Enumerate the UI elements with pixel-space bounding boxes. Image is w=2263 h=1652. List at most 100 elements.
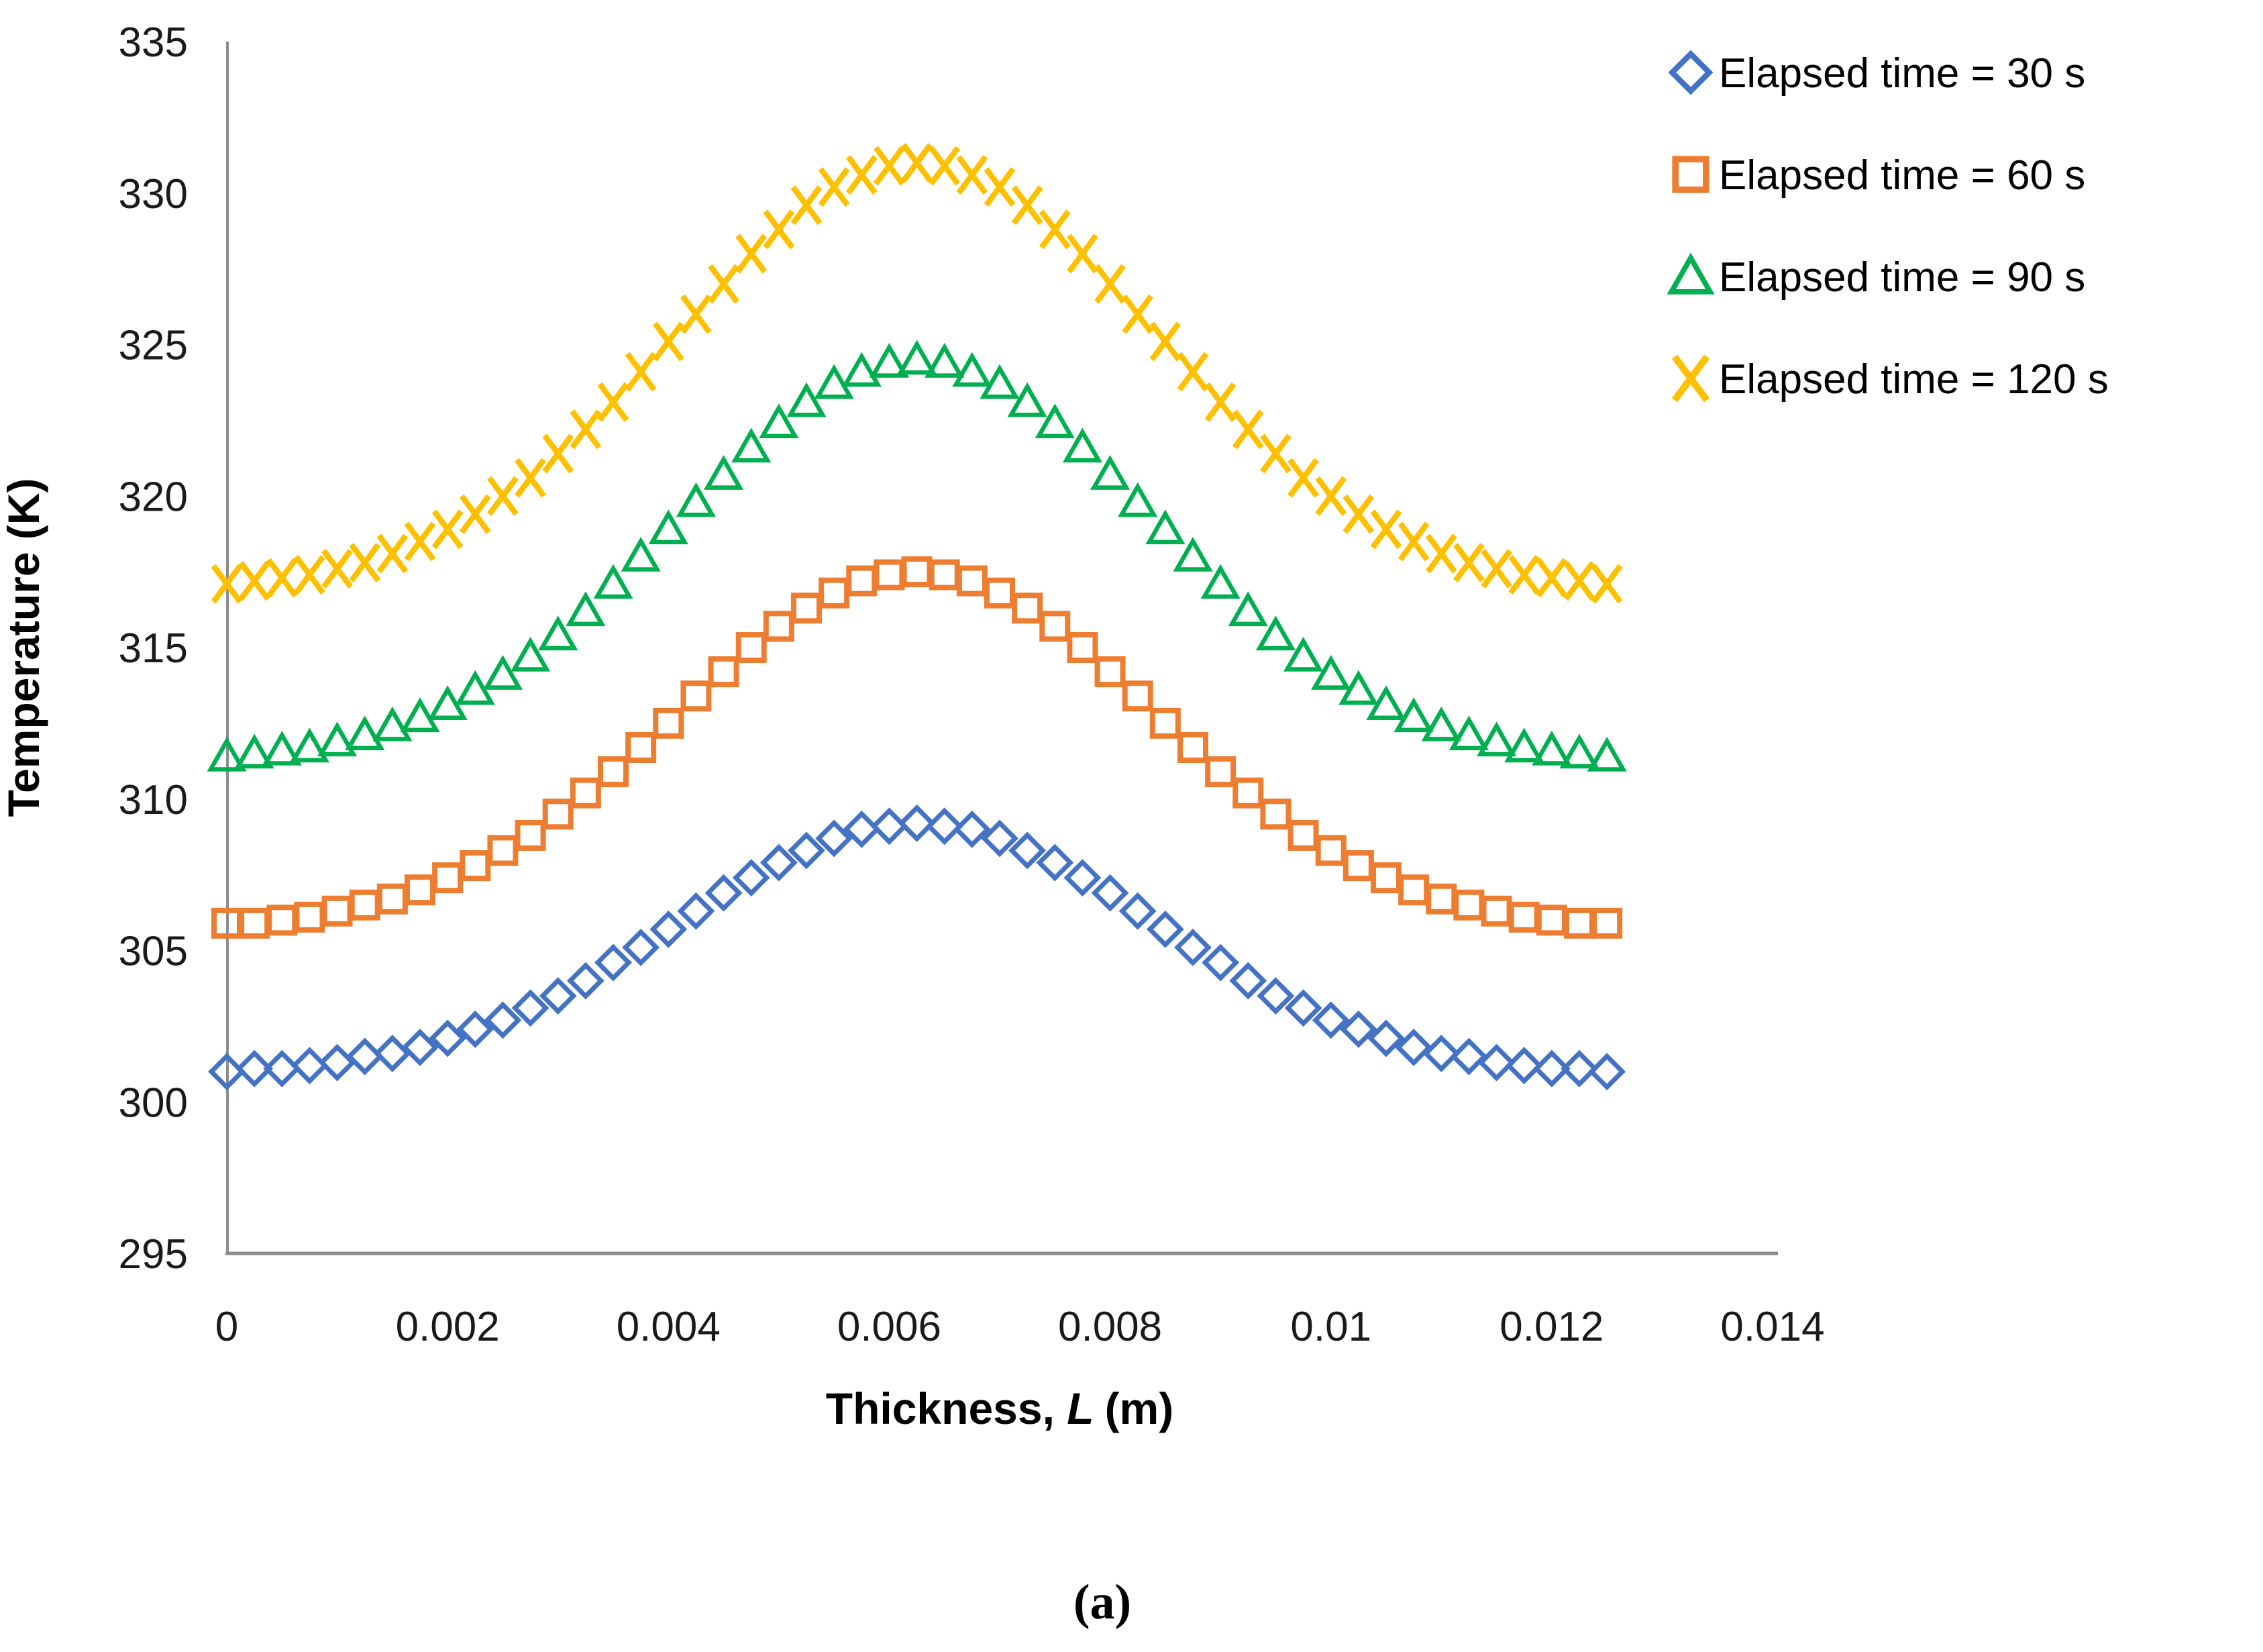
triangle-marker [538, 615, 578, 651]
square-marker [1122, 680, 1153, 712]
diamond-marker [677, 892, 715, 930]
x-marker [818, 167, 850, 207]
x-marker [1094, 264, 1126, 304]
diamond-marker [815, 819, 853, 858]
x-axis-title: Thickness, L (m) [826, 1384, 1173, 1433]
square-marker [1564, 907, 1595, 939]
square-marker [874, 559, 905, 590]
x-marker [431, 509, 464, 550]
triangle-marker [731, 427, 772, 463]
legend-label-120s: Elapsed time = 120 s [1719, 356, 2109, 403]
y-tick-label: 305 [119, 929, 188, 975]
x-marker [1177, 352, 1209, 392]
square-marker [432, 862, 464, 894]
diamond-marker [732, 859, 770, 897]
square-marker [294, 901, 325, 933]
diamond-marker [318, 1043, 356, 1082]
diamond-marker [981, 819, 1018, 858]
x-marker [763, 209, 795, 250]
x-marker [956, 155, 988, 195]
square-marker [1371, 862, 1402, 894]
y-tick-label: 325 [119, 323, 188, 369]
square-marker [349, 889, 380, 921]
square-marker [321, 895, 353, 927]
square-marker [625, 731, 657, 763]
square-marker [653, 707, 684, 739]
square-marker [763, 611, 794, 642]
square-marker [598, 756, 629, 788]
square-marker [1508, 901, 1540, 933]
y-tick-label: 330 [119, 171, 188, 217]
diamond-marker [622, 929, 660, 966]
triangle-marker [814, 364, 854, 399]
triangle-marker [869, 343, 910, 378]
x-tick-label: 0.004 [617, 1304, 721, 1350]
triangle-marker [952, 352, 992, 387]
x-marker [1315, 476, 1347, 516]
square-marker [1453, 889, 1485, 921]
x-marker [874, 146, 905, 186]
square-marker [1260, 798, 1292, 830]
series-triangle [207, 340, 1627, 772]
square-marker [1343, 850, 1374, 882]
triangle-marker [648, 509, 688, 545]
x-marker [294, 555, 325, 595]
diamond-marker [1008, 831, 1047, 870]
x-marker [680, 294, 712, 334]
y-tick-label: 335 [119, 19, 188, 66]
square-marker [929, 559, 960, 590]
x-marker [1343, 494, 1375, 534]
square-marker [1672, 156, 1709, 193]
triangle-marker [1255, 615, 1296, 651]
x-marker [845, 155, 878, 195]
diamond-marker [1450, 1037, 1488, 1076]
diamond-marker [594, 943, 632, 982]
triangle-marker [1421, 706, 1461, 741]
legend-label-60s: Elapsed time = 60 s [1719, 152, 2085, 199]
diamond-marker [1505, 1047, 1543, 1085]
triangle-marker [262, 730, 302, 766]
x-marker [321, 549, 353, 589]
x-marker [1398, 521, 1430, 562]
x-marker [487, 476, 519, 516]
square-marker [956, 565, 988, 597]
square-marker [376, 883, 408, 915]
x-marker [570, 409, 602, 450]
x-marker [349, 543, 381, 583]
y-tick-label: 310 [119, 777, 188, 823]
triangle-marker [1667, 252, 1715, 295]
x-marker [376, 533, 409, 574]
triangle-marker [621, 536, 661, 572]
x-marker [652, 321, 684, 362]
caption: (a) [1073, 1575, 1131, 1630]
square-marker [1536, 905, 1567, 936]
diamond-marker [1339, 1010, 1377, 1048]
square-marker [1398, 874, 1430, 906]
x-axis-title-prefix: Thickness, [826, 1384, 1067, 1433]
x-marker [1122, 294, 1154, 334]
square-marker [735, 632, 767, 663]
diamond-marker [235, 1049, 274, 1088]
triangle-marker [1338, 670, 1379, 705]
diamond-marker [1532, 1049, 1571, 1088]
x-marker [597, 382, 629, 422]
x-tick-label: 0.014 [1720, 1304, 1824, 1350]
triangle-marker [1449, 715, 1489, 751]
diamond-marker [1395, 1029, 1433, 1066]
square-marker [1426, 883, 1457, 915]
triangle-marker [896, 340, 937, 375]
diamond-marker [291, 1047, 329, 1085]
triangle-marker [1504, 727, 1544, 763]
x-marker [901, 143, 933, 183]
square-marker [1149, 707, 1181, 739]
diamond-marker [1174, 929, 1212, 966]
diamond-marker [1118, 892, 1157, 930]
square-marker [708, 656, 739, 688]
triangle-marker [1200, 564, 1241, 599]
triangle-marker [1283, 636, 1324, 672]
diamond-marker [953, 810, 991, 848]
x-marker [1508, 555, 1540, 595]
diamond-marker [429, 1019, 467, 1057]
